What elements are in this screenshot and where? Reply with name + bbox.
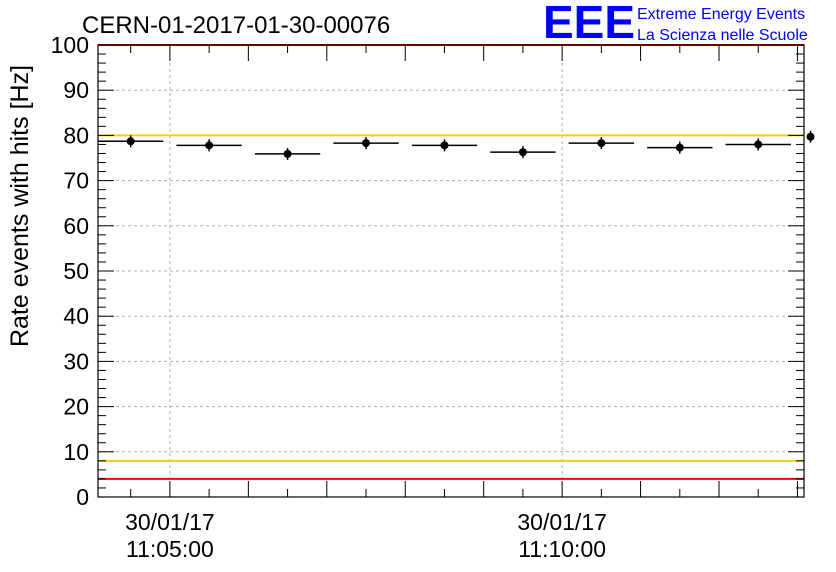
y-tick-label: 0	[76, 484, 89, 510]
plot-frame	[97, 44, 805, 498]
data-point	[283, 149, 292, 158]
y-tick-label: 30	[63, 348, 89, 374]
data-points	[98, 130, 815, 160]
x-tick-date-label: 30/01/17	[517, 509, 607, 535]
y-tick-label: 100	[51, 32, 89, 58]
data-point	[440, 141, 449, 150]
y-tick-label: 90	[63, 77, 89, 103]
data-point	[754, 140, 763, 149]
data-point	[205, 141, 214, 150]
data-point	[126, 137, 135, 146]
tick-labels: 010203040506070809010030/01/1711:05:0030…	[51, 32, 607, 562]
data-point	[518, 148, 527, 157]
y-tick-label: 70	[63, 168, 89, 194]
logo-line2: La Scienza nelle Scuole	[637, 27, 808, 44]
axes	[97, 44, 805, 498]
eee-logo: EEE Extreme Energy Events La Scienza nel…	[543, 0, 808, 48]
logo-mark: EEE	[543, 0, 635, 48]
x-tick-time-label: 11:05:00	[126, 536, 214, 562]
y-axis-title: Rate events with hits [Hz]	[6, 65, 34, 347]
logo-line1: Extreme Energy Events	[637, 6, 805, 23]
chart-title: CERN-01-2017-01-30-00076	[82, 12, 390, 39]
y-tick-label: 60	[63, 213, 89, 239]
y-tick-label: 10	[63, 439, 89, 465]
data-point	[362, 139, 371, 148]
reference-lines	[98, 44, 804, 480]
y-tick-label: 20	[63, 394, 89, 420]
x-tick-date-label: 30/01/17	[125, 509, 215, 535]
data-point	[806, 132, 815, 141]
y-tick-label: 40	[63, 303, 89, 329]
y-tick-label: 80	[63, 122, 89, 148]
data-point	[675, 143, 684, 152]
data-point	[597, 139, 606, 148]
y-tick-label: 50	[63, 258, 89, 284]
grid-lines	[98, 45, 804, 497]
x-tick-time-label: 11:10:00	[518, 536, 606, 562]
